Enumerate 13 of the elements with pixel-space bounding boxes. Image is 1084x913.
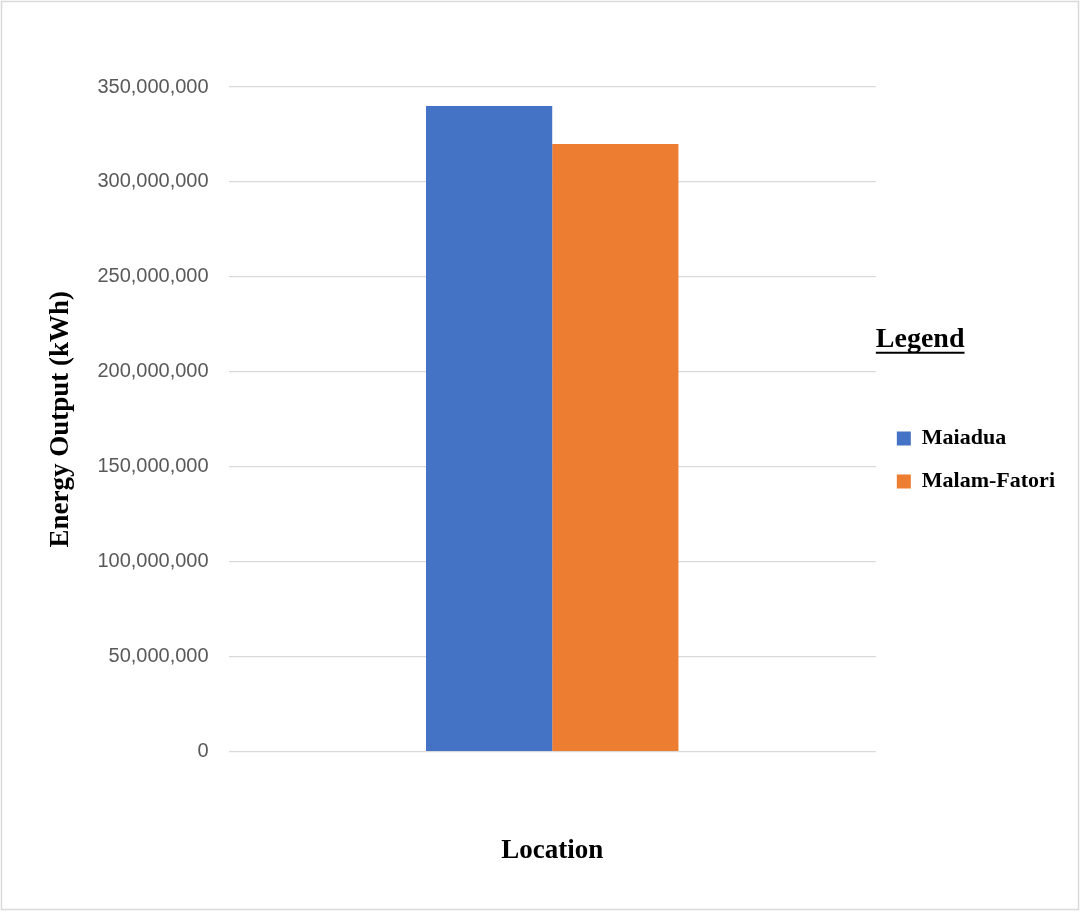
x-axis-title: Location [501,833,604,864]
y-tick-label: 100,000,000 [97,549,209,572]
y-tick-label: 300,000,000 [97,169,209,192]
y-axis-title: Energy Output (kWh) [44,291,75,548]
legend-label: Maiadua [921,424,1007,450]
legend-title: Legend [875,322,965,354]
y-tick-label: 150,000,000 [97,454,209,477]
y-tick-label: 0 [197,739,209,762]
y-tick-label: 50,000,000 [108,644,209,667]
legend-label: Malam-Fatori [921,467,1055,493]
y-tick-label: 250,000,000 [97,264,209,287]
y-tick-label: 350,000,000 [97,74,209,97]
y-tick-label: 200,000,000 [97,359,209,382]
